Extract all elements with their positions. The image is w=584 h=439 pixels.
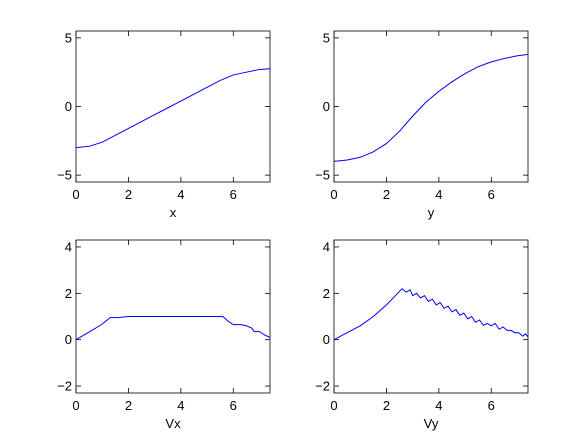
x-axis-label: y bbox=[428, 205, 435, 220]
y-tick-label: 4 bbox=[323, 239, 330, 254]
x-tick-label: 0 bbox=[72, 187, 79, 202]
x-tick-label: 4 bbox=[435, 398, 442, 413]
x-tick-label: 4 bbox=[177, 398, 184, 413]
y-tick-label: −5 bbox=[315, 168, 330, 183]
x-tick-label: 6 bbox=[488, 398, 495, 413]
y-tick-label: 0 bbox=[65, 99, 72, 114]
x-tick-label: 6 bbox=[230, 398, 237, 413]
series-line bbox=[75, 68, 271, 149]
y-tick-label: −5 bbox=[57, 168, 72, 183]
y-tick-label: 2 bbox=[323, 286, 330, 301]
plot-frame bbox=[333, 239, 529, 394]
y-tick-label: 0 bbox=[65, 332, 72, 347]
x-axis-label: Vx bbox=[165, 416, 181, 431]
y-tick-label: 0 bbox=[323, 99, 330, 114]
y-tick-label: 4 bbox=[65, 239, 72, 254]
x-axis-label: Vy bbox=[424, 416, 439, 431]
x-tick-label: 2 bbox=[383, 187, 390, 202]
series-line bbox=[333, 53, 529, 162]
x-axis-label: x bbox=[170, 205, 177, 220]
x-tick-label: 6 bbox=[230, 187, 237, 202]
y-tick-label: 2 bbox=[65, 286, 72, 301]
plot-frame bbox=[75, 30, 271, 183]
series-line bbox=[333, 287, 529, 341]
y-tick-label: 0 bbox=[323, 332, 330, 347]
y-tick-label: −2 bbox=[315, 379, 330, 394]
x-tick-label: 0 bbox=[72, 398, 79, 413]
x-tick-label: 2 bbox=[125, 398, 132, 413]
y-tick-label: −2 bbox=[57, 379, 72, 394]
x-tick-label: 6 bbox=[488, 187, 495, 202]
x-tick-label: 0 bbox=[330, 398, 337, 413]
y-tick-label: 5 bbox=[323, 30, 330, 45]
plot-frame bbox=[333, 30, 529, 183]
y-tick-label: 5 bbox=[65, 30, 72, 45]
x-tick-label: 2 bbox=[125, 187, 132, 202]
series-line bbox=[75, 316, 271, 341]
x-tick-label: 4 bbox=[435, 187, 442, 202]
x-tick-label: 0 bbox=[330, 187, 337, 202]
x-tick-label: 4 bbox=[177, 187, 184, 202]
x-tick-label: 2 bbox=[383, 398, 390, 413]
